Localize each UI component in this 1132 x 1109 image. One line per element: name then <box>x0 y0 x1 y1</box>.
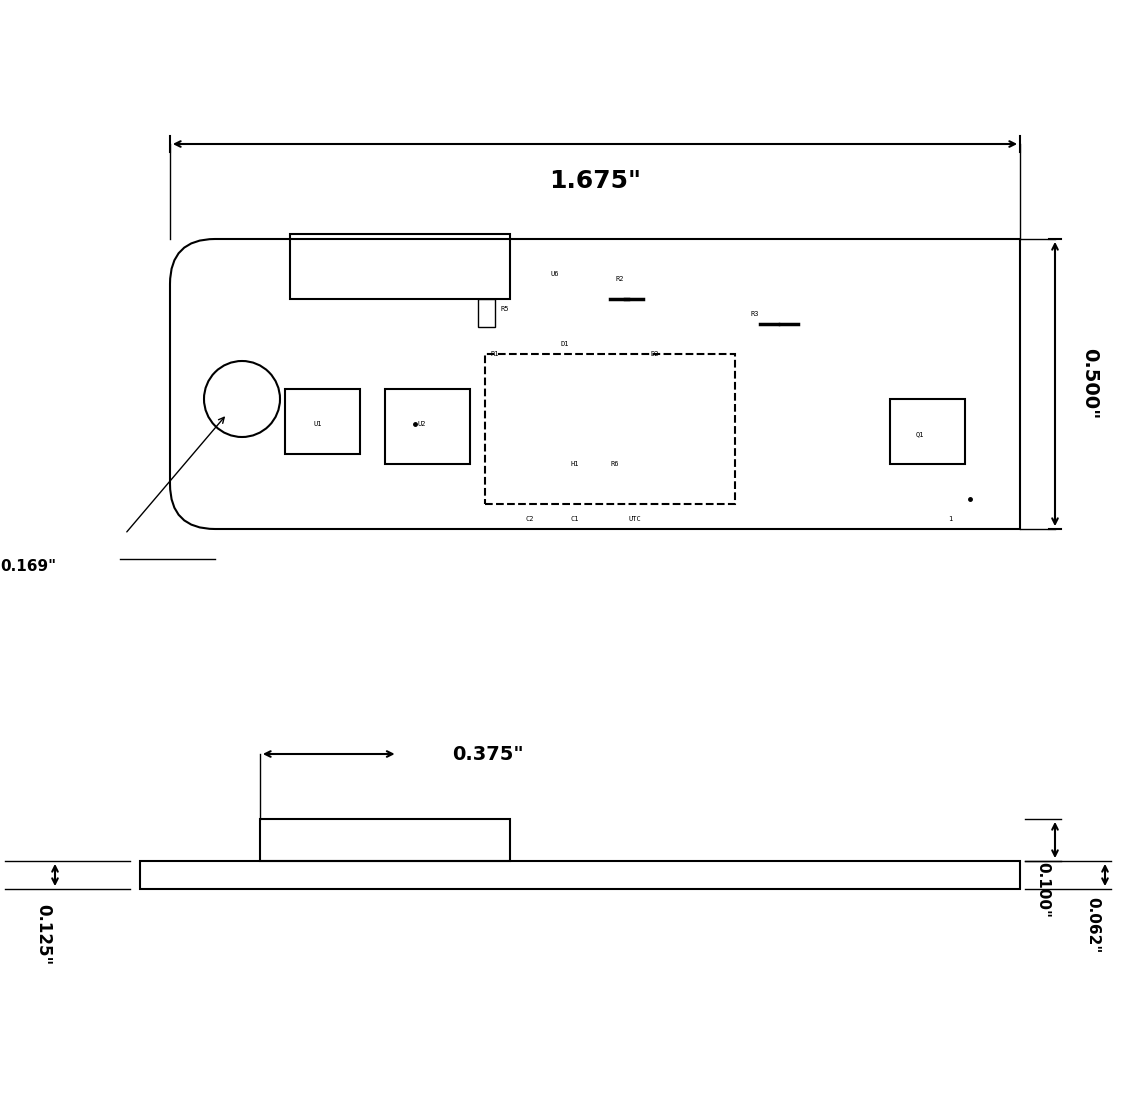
Text: R6: R6 <box>611 461 619 467</box>
Text: R1: R1 <box>491 352 499 357</box>
Text: C1: C1 <box>571 516 580 522</box>
Text: D2: D2 <box>651 352 659 357</box>
Text: R5: R5 <box>500 306 509 312</box>
Text: Q1: Q1 <box>916 431 924 437</box>
Text: 0.500": 0.500" <box>1081 348 1099 419</box>
Text: 1.675": 1.675" <box>549 169 641 193</box>
Text: C2: C2 <box>525 516 534 522</box>
Bar <box>385 389 470 464</box>
Text: H1: H1 <box>571 461 580 467</box>
Text: R2: R2 <box>616 276 624 282</box>
Bar <box>285 389 360 454</box>
Text: 0.100": 0.100" <box>1036 862 1050 918</box>
Text: R3: R3 <box>751 311 760 317</box>
Text: U6: U6 <box>551 271 559 277</box>
Bar <box>260 820 511 861</box>
Text: 0.125": 0.125" <box>34 904 52 966</box>
Text: 1: 1 <box>947 516 952 522</box>
Text: 0.375": 0.375" <box>453 744 524 763</box>
Bar <box>484 354 735 503</box>
Text: 0.169": 0.169" <box>0 559 57 574</box>
Text: D1: D1 <box>560 340 569 347</box>
Text: U2: U2 <box>418 421 427 427</box>
Bar <box>290 234 511 299</box>
Bar <box>478 299 495 327</box>
Bar <box>890 399 964 464</box>
Text: UTC: UTC <box>628 516 642 522</box>
Bar <box>140 861 1020 889</box>
Text: 0.062": 0.062" <box>1086 897 1100 954</box>
Text: U1: U1 <box>314 421 323 427</box>
